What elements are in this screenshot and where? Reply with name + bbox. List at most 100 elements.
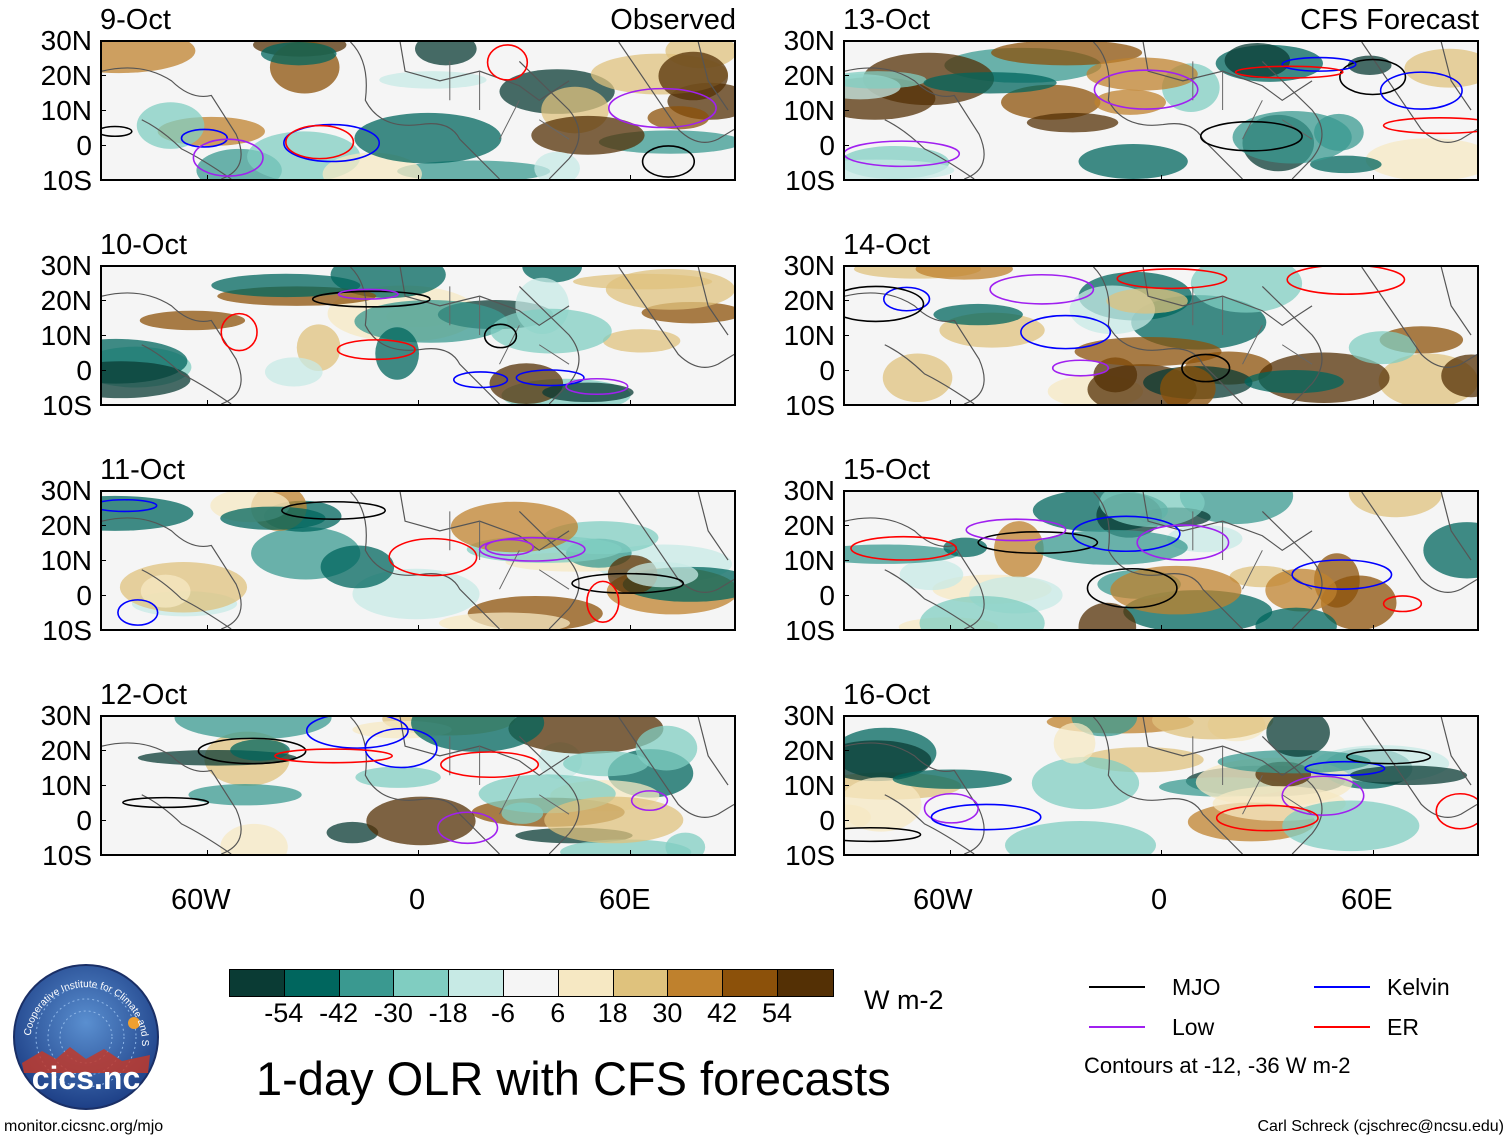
lon-tick — [418, 625, 419, 631]
lat-tick — [100, 300, 106, 301]
colorbar-swatch — [558, 970, 614, 996]
lat-label: 10S — [785, 390, 835, 421]
lat-tick — [100, 715, 106, 716]
lon-label-0-right: 0 — [1151, 884, 1168, 916]
lat-tick — [100, 180, 106, 181]
logo-graphic-icon: Cooperative Institute for Climate and Sa… — [9, 955, 159, 1110]
lat-label: 10S — [785, 165, 835, 196]
lon-tick — [950, 400, 951, 406]
lat-tick — [100, 855, 106, 856]
lat-label: 20N — [40, 60, 92, 91]
lat-label: 20N — [783, 510, 835, 541]
legend-line-er — [1314, 1026, 1370, 1028]
olr-map-graphic — [845, 267, 1477, 404]
lat-label: 20N — [783, 60, 835, 91]
lat-label: 0 — [76, 355, 92, 386]
lon-label-60w-left: 60W — [171, 884, 231, 916]
lat-tick — [100, 335, 106, 336]
lat-label: 0 — [819, 355, 835, 386]
lat-tick — [843, 715, 849, 716]
lat-tick — [843, 405, 849, 406]
lat-label: 10N — [783, 320, 835, 351]
lat-label: 10S — [785, 840, 835, 871]
colorbar-swatch — [339, 970, 395, 996]
colorbar-tick-label: -30 — [373, 998, 413, 1028]
lat-tick — [843, 300, 849, 301]
lat-label: 10N — [40, 545, 92, 576]
lat-label: 30N — [40, 25, 92, 56]
lat-tick — [843, 785, 849, 786]
footer-url: monitor.cicsnc.org/mjo — [4, 1118, 164, 1135]
lon-tick — [1373, 175, 1374, 181]
lat-tick — [843, 490, 849, 491]
lon-tick — [1161, 400, 1162, 406]
panel-date-label: 14-Oct — [843, 229, 931, 261]
panel-date-label: 13-Oct — [843, 4, 931, 36]
colorbar-swatch — [449, 970, 504, 996]
lat-label: 0 — [819, 130, 835, 161]
lat-label: 10N — [40, 320, 92, 351]
lon-tick — [207, 400, 208, 406]
lon-tick — [207, 175, 208, 181]
lat-label: 20N — [40, 510, 92, 541]
panel-date-label: 12-Oct — [100, 679, 188, 711]
lat-label: 30N — [783, 475, 835, 506]
legend-note: Contours at -12, -36 W m-2 — [1084, 1053, 1351, 1078]
lat-tick — [100, 525, 106, 526]
panel-date-label: 15-Oct — [843, 454, 931, 486]
lat-tick — [100, 785, 106, 786]
lon-tick — [630, 625, 631, 631]
panel-date-label: 11-Oct — [100, 454, 185, 486]
lon-tick — [418, 400, 419, 406]
lon-tick — [630, 400, 631, 406]
olr-map-graphic — [102, 717, 734, 854]
map-panel-15-oct — [843, 490, 1479, 631]
colorbar-tick-label: 6 — [550, 998, 566, 1028]
lat-label: 30N — [783, 700, 835, 731]
lat-label: 0 — [819, 805, 835, 836]
lon-label-60e-right: 60E — [1341, 884, 1393, 916]
colorbar-tick-label: 30 — [652, 998, 683, 1028]
lat-tick — [843, 595, 849, 596]
lat-tick — [100, 490, 106, 491]
colorbar-tick-label: 42 — [707, 998, 738, 1028]
lat-label: 20N — [783, 285, 835, 316]
map-panel-12-oct — [100, 715, 736, 856]
lat-tick — [843, 110, 849, 111]
colorbar-swatch — [230, 970, 285, 996]
olr-map-graphic — [845, 717, 1477, 854]
lat-tick — [843, 335, 849, 336]
panel-source-label: CFS Forecast — [1300, 4, 1479, 36]
lat-label: 10S — [42, 840, 92, 871]
lat-tick — [843, 265, 849, 266]
lat-tick — [843, 750, 849, 751]
colorbar-swatch — [668, 970, 724, 996]
map-panel-10-oct — [100, 265, 736, 406]
panel-date-label: 9-Oct — [100, 4, 171, 36]
cics-logo: Cooperative Institute for Climate and Sa… — [9, 955, 160, 1111]
lat-tick — [100, 40, 106, 41]
lat-label: 0 — [76, 580, 92, 611]
colorbar — [229, 969, 834, 997]
olr-map-graphic — [102, 42, 734, 179]
olr-map-graphic — [845, 492, 1477, 629]
lat-tick — [100, 75, 106, 76]
lat-tick — [100, 820, 106, 821]
olr-map-graphic — [102, 492, 734, 629]
panel-date-label: 10-Oct — [100, 229, 188, 261]
lat-label: 20N — [40, 735, 92, 766]
lat-tick — [100, 265, 106, 266]
lat-tick — [843, 820, 849, 821]
lat-tick — [100, 145, 106, 146]
lat-label: 10S — [42, 165, 92, 196]
colorbar-swatch — [613, 970, 669, 996]
map-panel-13-oct — [843, 40, 1479, 181]
lon-label-60e-left: 60E — [599, 884, 651, 916]
lat-label: 30N — [40, 250, 92, 281]
lat-tick — [843, 145, 849, 146]
legend-label-mjo: MJO — [1172, 974, 1221, 1000]
colorbar-swatch — [777, 970, 833, 996]
colorbar-tick-label: 18 — [597, 998, 628, 1028]
lon-tick — [207, 625, 208, 631]
lat-label: 0 — [819, 580, 835, 611]
